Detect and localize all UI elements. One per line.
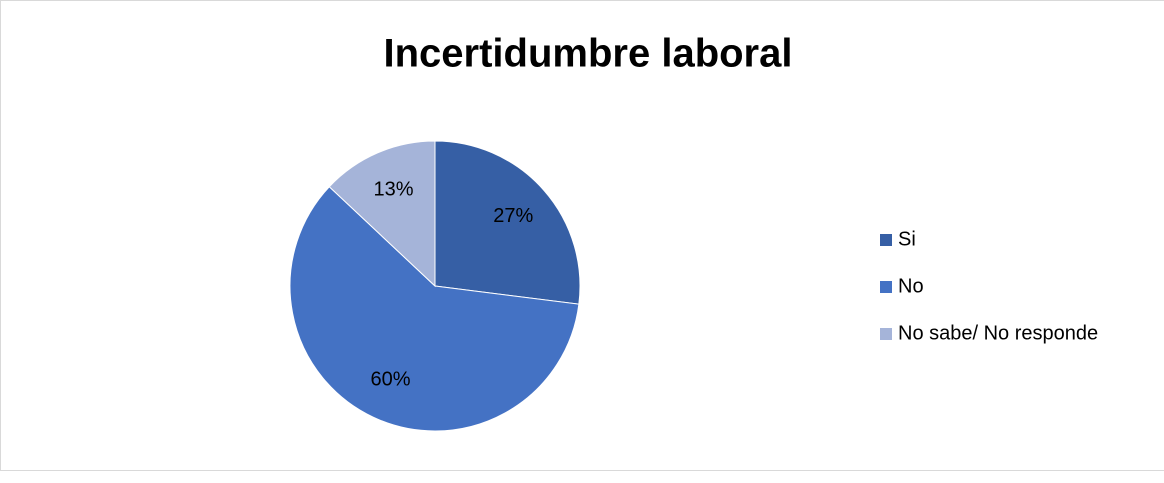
pie-slice xyxy=(289,186,580,432)
chart-border xyxy=(0,0,1164,471)
chart-title: Incertidumbre laboral xyxy=(384,32,793,76)
legend-label: No sabe/ No responde xyxy=(898,322,1098,344)
data-label: 13% xyxy=(374,178,414,200)
pie-slice xyxy=(328,140,436,288)
legend-label: No xyxy=(898,275,924,297)
data-label: 27% xyxy=(493,205,533,227)
pie-slice xyxy=(434,140,581,305)
legend-swatch xyxy=(880,281,892,293)
legend-swatch xyxy=(880,234,892,246)
legend-swatch xyxy=(880,328,892,340)
data-label: 60% xyxy=(371,369,411,391)
legend-label: Si xyxy=(898,228,916,250)
